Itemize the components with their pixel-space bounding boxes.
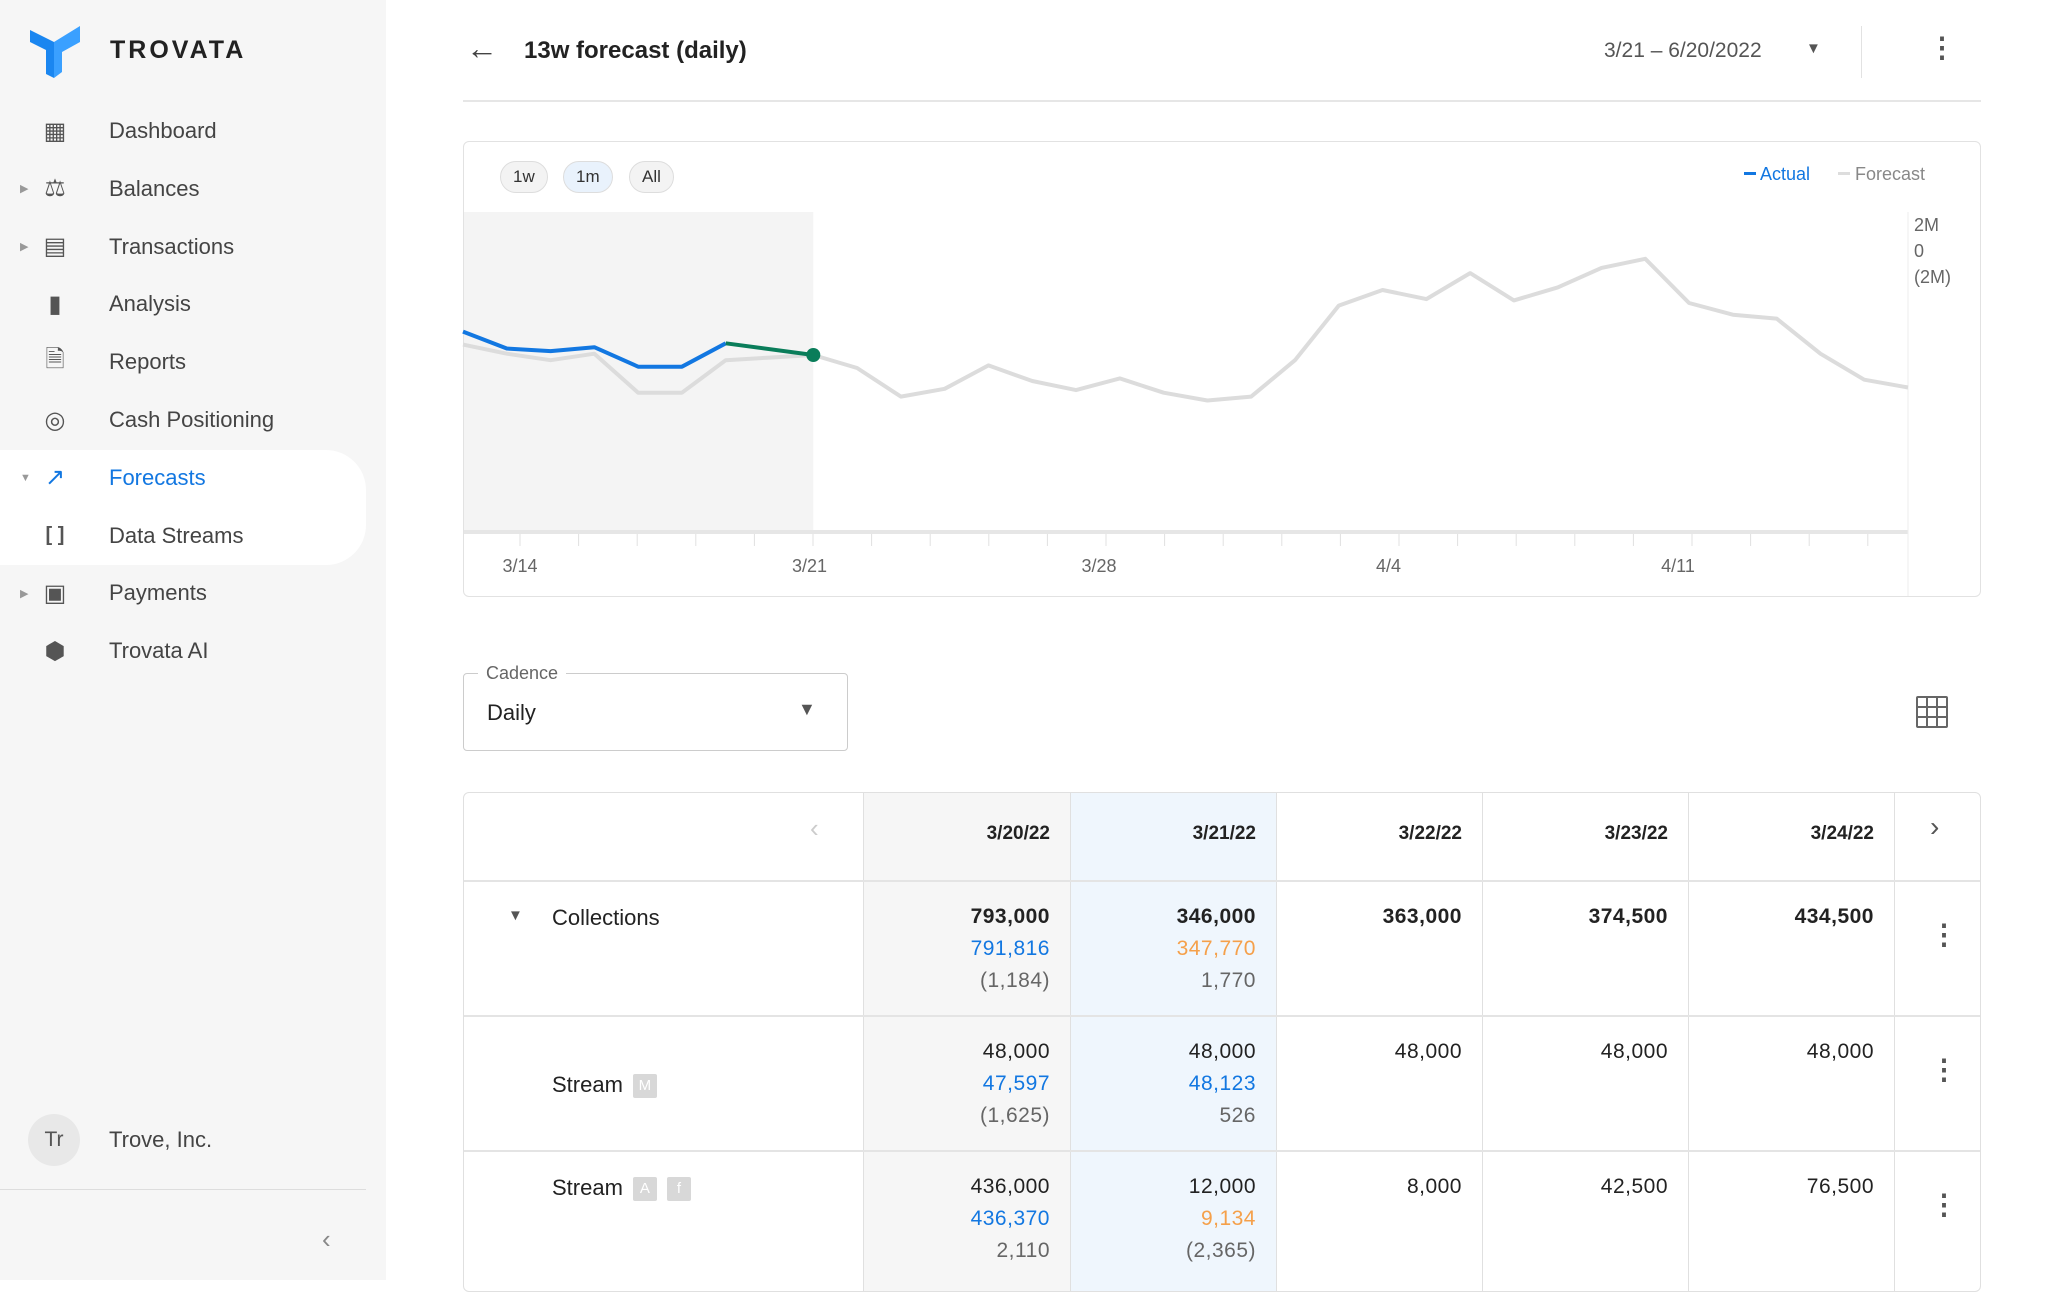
variance-value: 1,770: [1076, 969, 1256, 993]
planned-value: 8,000: [1282, 1175, 1462, 1199]
planned-value: 48,000: [1076, 1040, 1256, 1064]
y-tick-label: 0: [1914, 241, 1924, 261]
column-divider: [1894, 793, 1895, 1292]
y-tick-label: 2M: [1914, 215, 1939, 235]
planned-value: 48,000: [870, 1040, 1050, 1064]
actual-value: 347,770: [1076, 937, 1256, 961]
row-divider: [464, 1015, 1981, 1017]
row-label-text: Stream: [552, 1175, 623, 1200]
row-label: Collections: [552, 905, 660, 931]
row-divider: [464, 1150, 1981, 1152]
row-divider: [464, 880, 1981, 882]
planned-value: 48,000: [1694, 1040, 1874, 1064]
forecast-chart: 3/14 3/21 3/28 4/4 4/11 2M 0 (2M): [0, 0, 2048, 620]
cadence-value: Daily: [487, 700, 536, 726]
divider: [0, 1189, 366, 1190]
planned-value: 48,000: [1282, 1040, 1462, 1064]
forecast-table: ‹ › 3/20/22 3/21/22 3/22/22 3/23/22 3/24/22 Col…: [463, 792, 1981, 1292]
planned-value: 363,000: [1282, 905, 1462, 929]
column-header: 3/24/22: [1694, 823, 1874, 845]
variance-value: (1,625): [870, 1104, 1050, 1128]
grid-view-icon[interactable]: [1916, 696, 1948, 728]
planned-value: 48,000: [1488, 1040, 1668, 1064]
column-divider: [1482, 793, 1483, 1292]
x-tick-label: 4/11: [1661, 556, 1695, 576]
x-tick-label: 4/4: [1376, 556, 1401, 576]
sidebar-item-trovata-ai[interactable]: ⬢ Trovata AI: [0, 622, 366, 680]
next-columns-chevron-icon[interactable]: ›: [1930, 811, 1939, 843]
row-more-options-icon[interactable]: ⋮: [1930, 921, 1958, 949]
column-divider: [1276, 793, 1277, 1292]
planned-value: 12,000: [1076, 1175, 1256, 1199]
past-period-shade: [464, 212, 813, 532]
today-marker: [806, 348, 820, 362]
row-label-text: Collections: [552, 905, 660, 930]
column-divider: [1688, 793, 1689, 1292]
x-tick-label: 3/21: [792, 556, 827, 576]
planned-value: 793,000: [870, 905, 1050, 929]
hexagon-icon: ⬢: [38, 634, 72, 668]
cadence-label: Cadence: [478, 663, 566, 684]
row-more-options-icon[interactable]: ⋮: [1930, 1056, 1958, 1084]
actual-value: 436,370: [870, 1207, 1050, 1231]
chevron-down-icon[interactable]: ▼: [798, 699, 816, 720]
row-label-text: Stream: [552, 1072, 623, 1097]
actual-value: 48,123: [1076, 1072, 1256, 1096]
row-label: Stream M: [552, 1072, 657, 1098]
sidebar-item-label: Trovata AI: [109, 638, 208, 664]
actual-value: 9,134: [1076, 1207, 1256, 1231]
planned-value: 76,500: [1694, 1175, 1874, 1199]
variance-value: (2,365): [1076, 1239, 1256, 1263]
planned-value: 42,500: [1488, 1175, 1668, 1199]
column-header: 3/22/22: [1282, 823, 1462, 845]
avatar[interactable]: Tr: [28, 1114, 80, 1166]
actual-value: 47,597: [870, 1072, 1050, 1096]
collapse-row-caret-icon[interactable]: ▼: [508, 907, 523, 924]
planned-value: 374,500: [1488, 905, 1668, 929]
variance-value: 526: [1076, 1104, 1256, 1128]
row-more-options-icon[interactable]: ⋮: [1930, 1191, 1958, 1219]
source-badge: A: [633, 1177, 657, 1201]
actual-value: 791,816: [870, 937, 1050, 961]
planned-value: 346,000: [1076, 905, 1256, 929]
x-tick-label: 3/14: [502, 556, 537, 576]
variance-value: (1,184): [870, 969, 1050, 993]
variance-value: 2,110: [870, 1239, 1050, 1263]
planned-value: 436,000: [870, 1175, 1050, 1199]
column-header: 3/21/22: [1076, 823, 1256, 845]
column-header: 3/20/22: [870, 823, 1050, 845]
y-tick-label: (2M): [1914, 267, 1951, 287]
x-tick-label: 3/28: [1081, 556, 1116, 576]
source-badge: M: [633, 1074, 657, 1098]
planned-value: 434,500: [1694, 905, 1874, 929]
collapse-sidebar-chevron-icon[interactable]: ‹: [322, 1224, 331, 1255]
column-header: 3/23/22: [1488, 823, 1668, 845]
source-badge: f: [667, 1177, 691, 1201]
previous-columns-chevron-icon[interactable]: ‹: [810, 813, 819, 844]
org-name[interactable]: Trove, Inc.: [109, 1127, 212, 1153]
